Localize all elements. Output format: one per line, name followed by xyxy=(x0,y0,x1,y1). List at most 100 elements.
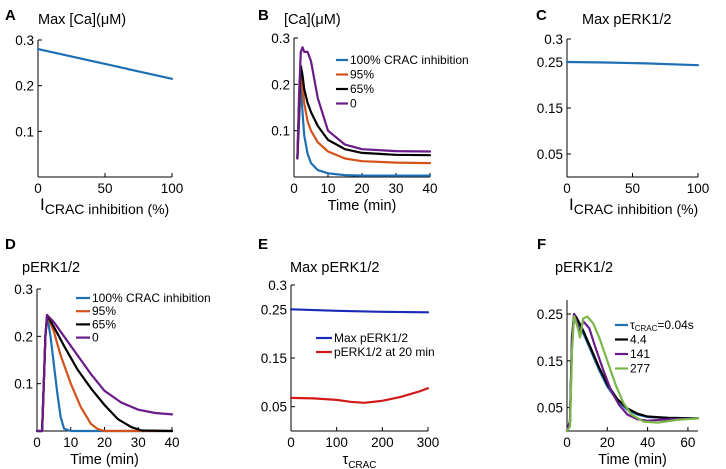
x-tick-label: 100 xyxy=(161,181,184,196)
y-tick-label: 0.15 xyxy=(537,354,563,369)
legend-label: 0 xyxy=(350,97,357,111)
panel-title: Max pERK1/2 xyxy=(290,260,379,276)
legend-label-sub: CRAC xyxy=(635,324,658,333)
legend-label-rest: =0.04s xyxy=(657,318,693,332)
panel-letter: C xyxy=(536,7,547,24)
x-axis-label: Time (min) xyxy=(70,452,139,468)
panel-letter: F xyxy=(537,236,546,253)
x-axis-label-sub: CRAC inhibition (%) xyxy=(574,201,698,217)
series-line-1 xyxy=(565,60,700,67)
legend-label: 100% CRAC inhibition xyxy=(350,53,469,67)
panel-letter: B xyxy=(258,7,269,24)
y-tick-label: 0.05 xyxy=(537,147,563,162)
y-tick-label: 0.05 xyxy=(261,400,287,415)
panel-c: C Max pERK1/2 0 50 100 0.05 0.15 0.25 0.3 ICRAC i… xyxy=(536,7,709,217)
x-tick-label: 100 xyxy=(687,181,710,196)
y-tick-label: 0.2 xyxy=(15,79,34,94)
panel-title: Max [Ca](μM) xyxy=(38,12,126,28)
y-tick-label: 0.2 xyxy=(271,77,290,92)
y-tick-label: 0.05 xyxy=(537,401,563,416)
y-tick-label: 0.15 xyxy=(261,351,287,366)
series-line-4 xyxy=(35,313,174,433)
x-axis-label-main: τ xyxy=(342,452,348,468)
x-tick-label: 30 xyxy=(131,435,146,450)
panel-title: pERK1/2 xyxy=(555,260,613,276)
legend-label: 4.4 xyxy=(630,333,647,347)
panel-a: A Max [Ca](μM) 0 50 100 0.1 0.2 0.3 ICRAC inhibi… xyxy=(5,7,183,217)
legend-label: 277 xyxy=(630,362,650,376)
legend-label: 65% xyxy=(92,317,116,331)
x-tick-label: 10 xyxy=(63,435,78,450)
y-tick-label: 0.2 xyxy=(14,329,33,344)
x-tick-label: 0 xyxy=(34,181,42,196)
panel-e: E Max pERK1/2 0 100 200 300 0.05 0.15 0.25 0.3 τCR… xyxy=(258,236,439,469)
legend-label: 65% xyxy=(350,82,374,96)
series-line-1 xyxy=(289,308,430,314)
series-line-1 xyxy=(36,47,174,80)
x-tick-label: 0 xyxy=(563,181,571,196)
x-axis-label-main: I xyxy=(40,195,45,214)
x-tick-label: 100 xyxy=(325,435,348,450)
x-axis-label: τCRAC xyxy=(342,452,376,469)
legend-label: 95% xyxy=(350,68,374,82)
x-axis-label: ICRAC inhibition (%) xyxy=(40,195,169,217)
y-tick-label: 0.3 xyxy=(268,278,287,293)
y-tick-label: 0.3 xyxy=(14,282,33,297)
y-tick-label: 0.3 xyxy=(271,31,290,46)
series-line-2 xyxy=(289,387,430,404)
panel-letter: A xyxy=(5,7,16,24)
x-tick-label: 20 xyxy=(354,181,369,196)
x-tick-label: 300 xyxy=(417,435,440,450)
x-tick-label: 40 xyxy=(164,435,179,450)
x-tick-label: 0 xyxy=(287,435,295,450)
x-tick-label: 30 xyxy=(388,181,403,196)
y-tick-label: 0.15 xyxy=(537,101,563,116)
x-axis-label: Time (min) xyxy=(598,452,667,468)
x-tick-label: 40 xyxy=(640,435,655,450)
panel-letter: D xyxy=(5,236,16,253)
y-tick-label: 0.1 xyxy=(271,124,290,139)
legend-label: 0 xyxy=(92,331,99,345)
x-tick-label: 0 xyxy=(563,435,571,450)
panel-title: Max pERK1/2 xyxy=(582,12,671,28)
panel-title: [Ca](μM) xyxy=(284,12,341,28)
y-tick-label: 0.25 xyxy=(537,307,563,322)
x-tick-label: 20 xyxy=(97,435,112,450)
x-tick-label: 50 xyxy=(625,181,640,196)
x-tick-label: 10 xyxy=(320,181,335,196)
series-line-3 xyxy=(35,313,174,433)
panel-b: B [Ca](μM) 0 10 20 30 40 0.1 0.2 0.3 Time (min) 100… xyxy=(258,7,469,214)
legend-label: 141 xyxy=(630,347,650,361)
x-axis-label: Time (min) xyxy=(328,198,397,214)
y-tick-label: 0.3 xyxy=(15,33,34,48)
y-tick-label: 0.25 xyxy=(261,302,287,317)
x-tick-label: 60 xyxy=(680,435,695,450)
y-tick-label: 0.25 xyxy=(537,55,563,70)
x-axis-label-sub: CRAC inhibition (%) xyxy=(45,201,169,217)
legend-label: Max pERK1/2 xyxy=(334,331,408,345)
y-tick-label: 0.3 xyxy=(544,32,563,47)
x-tick-label: 40 xyxy=(422,181,437,196)
legend-label: pERK1/2 at 20 min xyxy=(334,345,435,359)
y-tick-label: 0.1 xyxy=(15,124,34,139)
x-axis-label: ICRAC inhibition (%) xyxy=(569,195,698,217)
x-axis-label-sub: CRAC xyxy=(348,460,376,469)
legend-label: 95% xyxy=(92,304,116,318)
panel-title: pERK1/2 xyxy=(22,260,80,276)
x-axis-label-main: I xyxy=(569,195,574,214)
legend-label-main: τ xyxy=(630,318,635,332)
x-tick-label: 200 xyxy=(371,435,394,450)
y-tick-label: 0.1 xyxy=(14,377,33,392)
panel-letter: E xyxy=(258,236,268,253)
series-line-4 xyxy=(565,315,700,433)
x-tick-label: 20 xyxy=(600,435,615,450)
legend-label: τCRAC=0.04s xyxy=(630,318,694,333)
x-tick-label: 0 xyxy=(290,181,298,196)
x-tick-label: 50 xyxy=(97,181,112,196)
